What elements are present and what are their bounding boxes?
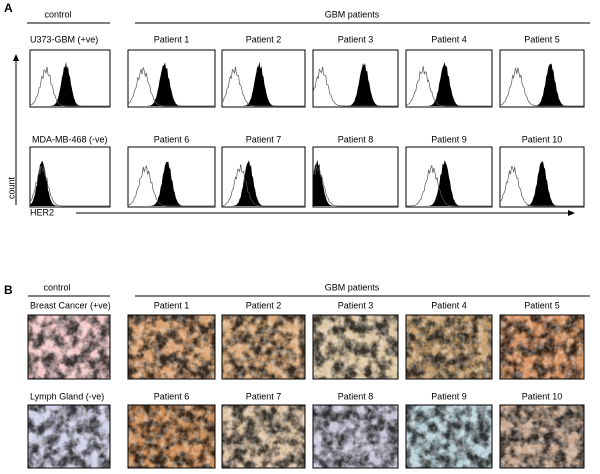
histogram-outline [499, 67, 584, 107]
histogram-outline [221, 164, 305, 207]
patient-label: Patient 10 [522, 134, 563, 144]
patient-label: Patient 4 [431, 300, 467, 310]
patient-label: Patient 2 [246, 300, 282, 310]
histogram-filled [500, 63, 584, 106]
patients-header: GBM patients [325, 282, 380, 292]
patients-header: GBM patients [325, 9, 380, 19]
ihc-highlight [128, 315, 215, 379]
ihc-highlight [313, 315, 398, 379]
patient-label: Patient 1 [154, 34, 190, 44]
row-label: Breast Cancer (+ve) [30, 300, 111, 310]
histogram-outline [312, 66, 398, 107]
ihc-frame [27, 404, 111, 469]
ihc-frame [127, 404, 216, 469]
patient-label: Patient 9 [431, 391, 467, 401]
histogram-frame [221, 146, 306, 208]
ihc-frame [312, 404, 399, 469]
ihc-highlight [28, 405, 110, 468]
ihc-frame [405, 404, 493, 469]
ihc-highlight [406, 405, 492, 468]
control-header: control [43, 282, 70, 292]
histogram-filled [128, 161, 215, 206]
histogram-filled [128, 62, 215, 106]
histogram-filled [500, 161, 584, 206]
ihc-frame [499, 404, 585, 469]
histogram-outline [29, 165, 110, 207]
ihc-highlight [406, 315, 492, 379]
ihc-frame [127, 314, 216, 380]
histogram-outline [221, 66, 305, 107]
histogram-outline [405, 66, 492, 107]
patient-label: Patient 3 [338, 34, 374, 44]
histogram-filled [313, 159, 398, 206]
patient-label: Patient 8 [338, 391, 374, 401]
patient-label: Patient 6 [154, 134, 190, 144]
panel-label: A [4, 1, 13, 15]
histogram-filled [406, 160, 492, 206]
patient-label: Patient 5 [524, 300, 560, 310]
row-label: U373-GBM (+ve) [30, 34, 98, 44]
row-label: MDA-MB-468 (-ve) [32, 134, 108, 144]
y-axis-label: count [6, 176, 16, 199]
histogram-filled [222, 160, 305, 206]
patient-label: Patient 5 [524, 34, 560, 44]
patient-label: Patient 9 [431, 134, 467, 144]
histogram-filled [30, 61, 110, 106]
patient-label: Patient 2 [246, 34, 282, 44]
row-label: Lymph Gland (-ve) [30, 391, 104, 401]
patient-label: Patient 10 [522, 391, 563, 401]
histogram-outline [127, 164, 215, 207]
x-axis-label: HER2 [30, 207, 54, 217]
patient-label: Patient 4 [431, 34, 467, 44]
histogram-outline [29, 66, 110, 107]
panel-label: B [4, 283, 13, 297]
histogram-filled [222, 61, 305, 106]
ihc-highlight [222, 405, 305, 468]
control-header: control [44, 9, 71, 19]
ihc-highlight [222, 315, 305, 379]
histogram-outline [127, 67, 215, 107]
ihc-frame [221, 314, 306, 380]
patient-label: Patient 6 [154, 391, 190, 401]
ihc-frame [405, 314, 493, 380]
patient-label: Patient 1 [154, 300, 190, 310]
histogram-outline [312, 164, 398, 207]
patient-label: Patient 7 [246, 134, 282, 144]
ihc-frame [312, 314, 399, 380]
ihc-highlight [28, 315, 110, 379]
ihc-highlight [500, 405, 584, 468]
ihc-frame [499, 314, 585, 380]
histogram-outline [406, 165, 492, 207]
ihc-highlight [313, 405, 398, 468]
histogram-filled [406, 62, 492, 106]
patient-label: Patient 7 [246, 391, 282, 401]
histogram-filled [30, 160, 110, 206]
histogram-outline [499, 165, 584, 207]
patient-label: Patient 8 [338, 134, 374, 144]
ihc-frame [27, 314, 111, 380]
ihc-highlight [500, 315, 584, 379]
ihc-highlight [128, 405, 215, 468]
patient-label: Patient 3 [338, 300, 374, 310]
ihc-frame [221, 404, 306, 469]
